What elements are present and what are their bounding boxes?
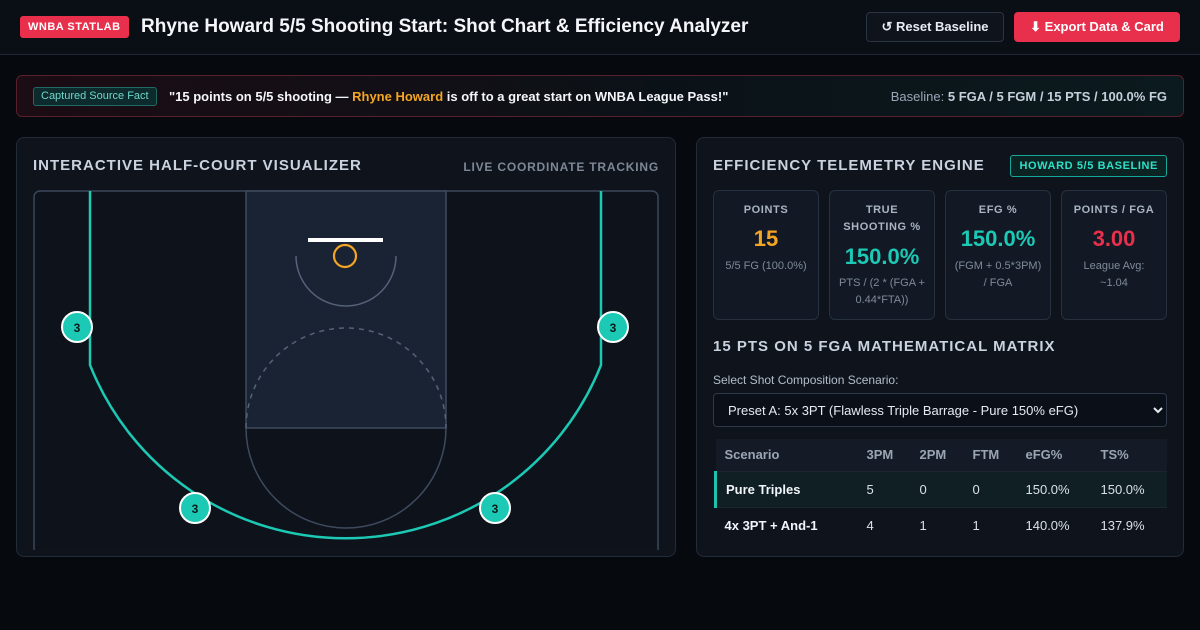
column-header: 2PM [910, 439, 964, 471]
table-cell: 0 [910, 470, 964, 507]
shot-marker-label: 3 [610, 321, 617, 335]
metric-subtext: League Avg: ~1.04 [1083, 260, 1145, 289]
metric-subtext: (FGM + 0.5*3PM) / FGA [954, 260, 1042, 289]
engine-panel-title: EFFICIENCY TELEMETRY ENGINE [713, 157, 985, 174]
shot-marker[interactable]: 3 [61, 311, 93, 343]
scenario-select[interactable]: Preset A: 5x 3PT (Flawless Triple Barrag… [713, 393, 1167, 427]
quote-text-start: "15 points on 5/5 shooting — [169, 89, 353, 104]
table-header-row: Scenario 3PM 2PM FTM eFG% TS% [715, 439, 1167, 471]
court-panel-title: INTERACTIVE HALF-COURT VISUALIZER [33, 157, 362, 174]
table-cell: 5 [857, 470, 911, 507]
metric-label: EFG % [978, 204, 1018, 216]
table-row[interactable]: Pure Triples 5 0 0 150.0% 150.0% [714, 470, 1167, 507]
column-header: TS% [1091, 439, 1167, 471]
paint-lane [245, 190, 447, 429]
page-title: Rhyne Howard 5/5 Shooting Start: Shot Ch… [141, 16, 749, 37]
rim [332, 243, 358, 269]
metric-value: 150.0% [960, 226, 1036, 251]
scenario-matrix-table: Scenario 3PM 2PM FTM eFG% TS% Pure Tripl… [714, 439, 1167, 543]
free-throw-circle-bottom [245, 427, 447, 529]
shot-marker[interactable]: 3 [597, 311, 629, 343]
metric-subtext: 5/5 FG (100.0%) [725, 260, 807, 272]
shot-marker[interactable]: 3 [479, 492, 511, 524]
quote-text-end: is off to a great start on WNBA League P… [443, 89, 729, 104]
tracking-label: LIVE COORDINATE TRACKING [463, 160, 659, 174]
column-header: FTM [963, 439, 1017, 471]
metric-value: 15 [753, 226, 779, 251]
player-name-highlight: Rhyne Howard [352, 89, 444, 104]
source-fact-badge: Captured Source Fact [33, 87, 157, 106]
metric-label: POINTS / FGA [1073, 204, 1155, 216]
half-court-svg[interactable]: 3 3 3 3 [33, 190, 659, 550]
table-cell: 4 [857, 506, 911, 543]
metric-label: TRUE SHOOTING % [843, 204, 921, 233]
scenario-select-label: Select Shot Composition Scenario: [713, 373, 899, 387]
baseline-label: Baseline: [890, 89, 945, 104]
baseline-value: 5 FGA / 5 FGM / 15 PTS / 100.0% FG [947, 89, 1167, 104]
scenario-name-cell: 4x 3PT + And-1 [715, 506, 858, 543]
metric-card-points-per-fga: POINTS / FGA 3.00 League Avg: ~1.04 [1061, 190, 1167, 320]
baseline-summary: Baseline: 5 FGA / 5 FGM / 15 PTS / 100.0… [891, 89, 1167, 105]
shot-marker-label: 3 [74, 321, 81, 335]
table-cell: 0 [963, 470, 1017, 507]
source-fact-banner: Captured Source Fact "15 points on 5/5 s… [16, 75, 1184, 117]
metric-card-points: POINTS 15 5/5 FG (100.0%) [713, 190, 819, 320]
metric-subtext: PTS / (2 * (FGA + 0.44*FTA)) [839, 277, 925, 306]
brand-badge: WNBA STATLAB [20, 16, 129, 38]
efficiency-panel: EFFICIENCY TELEMETRY ENGINE HOWARD 5/5 B… [696, 137, 1184, 557]
table-cell: 140.0% [1016, 506, 1092, 543]
howard-baseline-badge: HOWARD 5/5 BASELINE [1010, 155, 1167, 177]
metric-value: 3.00 [1092, 226, 1136, 251]
shot-marker-label: 3 [192, 502, 199, 516]
shot-marker-label: 3 [492, 502, 499, 516]
restricted-area-arc [295, 255, 397, 307]
reset-baseline-button[interactable]: ↺ Reset Baseline [866, 12, 1004, 42]
three-point-line [88, 191, 603, 540]
table-row[interactable]: 4x 3PT + And-1 4 1 1 140.0% 137.9% [715, 506, 1167, 543]
table-cell: 150.0% [1091, 470, 1167, 507]
court-panel: INTERACTIVE HALF-COURT VISUALIZER LIVE C… [16, 137, 676, 557]
source-fact-quote: "15 points on 5/5 shooting — Rhyne Howar… [169, 88, 728, 105]
table-cell: 1 [910, 506, 964, 543]
metric-card-true-shooting: TRUE SHOOTING % 150.0% PTS / (2 * (FGA +… [829, 190, 935, 320]
matrix-title: 15 PTS ON 5 FGA MATHEMATICAL MATRIX [713, 338, 1056, 355]
table-cell: 137.9% [1091, 506, 1167, 543]
table-cell: 150.0% [1016, 470, 1092, 507]
metric-card-efg: EFG % 150.0% (FGM + 0.5*3PM) / FGA [945, 190, 1051, 320]
export-data-button[interactable]: ⬇ Export Data & Card [1014, 12, 1180, 42]
metric-label: POINTS [743, 204, 789, 216]
column-header: Scenario [715, 439, 858, 471]
app-header: WNBA STATLAB Rhyne Howard 5/5 Shooting S… [0, 0, 1200, 55]
table-cell: 1 [963, 506, 1017, 543]
column-header: 3PM [857, 439, 911, 471]
scenario-name-cell: Pure Triples [714, 470, 858, 507]
metric-value: 150.0% [844, 244, 920, 269]
column-header: eFG% [1016, 439, 1092, 471]
shot-marker[interactable]: 3 [179, 492, 211, 524]
